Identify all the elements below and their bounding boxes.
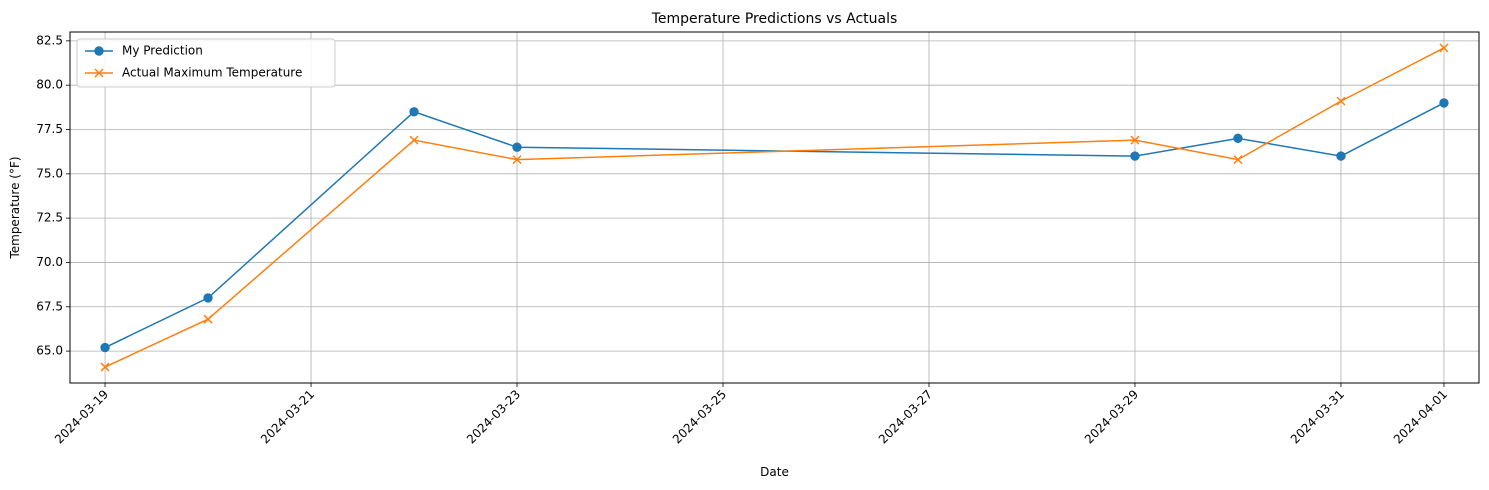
data-point <box>1439 98 1449 108</box>
series-line <box>104 47 1445 368</box>
y-tick-label: 80.0 <box>36 78 63 92</box>
series-actual-maximum-temperature <box>100 43 1449 372</box>
x-axis-label: Date <box>760 465 789 479</box>
legend-item: My Prediction <box>85 44 203 58</box>
series-line <box>104 102 1445 349</box>
y-tick-label: 67.5 <box>36 299 63 313</box>
legend-box <box>76 38 336 88</box>
x-tick-label: 2024-03-31 <box>1288 387 1347 446</box>
chart-title: Temperature Predictions vs Actuals <box>651 11 898 27</box>
y-tick-label: 72.5 <box>36 211 63 225</box>
data-point <box>1233 133 1243 144</box>
y-tick-label: 82.5 <box>36 33 63 47</box>
y-tick-label: 75.0 <box>36 166 63 180</box>
series-my-prediction <box>100 98 1449 353</box>
legend-marker <box>94 68 104 78</box>
data-point <box>203 314 213 324</box>
data-point <box>409 107 419 117</box>
x-axis: 2024-03-19 2024-03-21 2024-03-23 2024-03-25… <box>52 383 1450 446</box>
y-axis: 65.0 67.5 70.0 72.5 75.0 77.5 80.0 82.5 <box>36 33 70 358</box>
y-axis-label: Temperature (°F) <box>8 156 22 259</box>
legend-label: Actual Maximum Temperature <box>122 66 302 80</box>
data-point <box>1439 43 1449 53</box>
legend-label: My Prediction <box>122 44 203 58</box>
x-tick-label: 2024-03-27 <box>876 387 935 446</box>
legend-marker <box>94 46 104 56</box>
data-point <box>203 293 213 303</box>
data-point <box>1130 151 1140 161</box>
y-tick-label: 77.5 <box>36 122 63 136</box>
data-point <box>512 142 522 152</box>
data-point <box>512 155 522 165</box>
grid <box>70 32 1479 383</box>
x-tick-label: 2024-03-29 <box>1082 387 1141 446</box>
legend: My Prediction Actual Maximum Temperature <box>76 38 336 88</box>
y-tick-label: 65.0 <box>36 344 63 358</box>
data-point <box>100 342 110 353</box>
data-point <box>1130 135 1140 145</box>
legend-item: Actual Maximum Temperature <box>85 66 302 80</box>
plot-frame <box>69 31 1480 384</box>
x-tick-label: 2024-03-23 <box>464 387 523 446</box>
data-point <box>1336 96 1346 106</box>
x-tick-label: 2024-03-21 <box>258 387 317 446</box>
x-tick-label: 2024-03-25 <box>670 387 729 446</box>
data-point <box>1233 155 1243 165</box>
series-layer <box>100 43 1449 372</box>
y-tick-label: 70.0 <box>36 255 63 269</box>
data-point <box>409 135 419 145</box>
x-tick-label: 2024-04-01 <box>1391 387 1450 446</box>
data-point <box>1336 151 1346 161</box>
data-point <box>100 362 110 372</box>
x-tick-label: 2024-03-19 <box>52 387 111 446</box>
